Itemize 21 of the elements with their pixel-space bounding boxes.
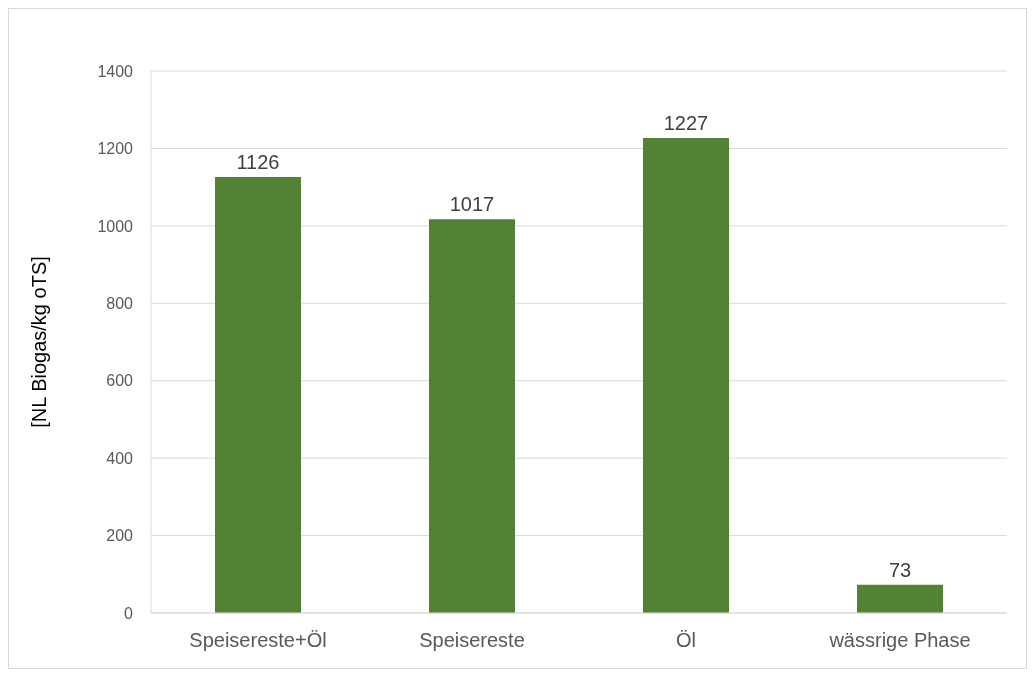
x-tick-label: Speisereste [419,629,525,652]
data-label: 1017 [449,193,495,216]
y-tick-label: 1400 [97,62,134,80]
bar [643,137,729,613]
y-axis-title: [NL Biogas/kg oTS] [28,256,51,428]
x-tick-label: Öl [676,629,696,652]
y-tick-label: 1200 [97,140,134,158]
x-tick-label: Speisereste+Öl [189,629,327,652]
data-label: 73 [888,558,912,581]
data-label: 1126 [236,151,280,174]
bar [215,177,301,613]
y-tick-label: 0 [124,604,134,622]
x-tick-label: wässrige Phase [828,629,971,652]
bar [857,584,943,613]
data-label: 1227 [663,111,709,134]
y-tick-label: 200 [106,527,134,545]
y-tick-label: 400 [106,449,134,467]
y-tick-label: 800 [106,294,134,312]
y-tick-label: 1000 [97,217,134,235]
y-tick-label: 600 [106,372,134,390]
bar [429,219,515,613]
